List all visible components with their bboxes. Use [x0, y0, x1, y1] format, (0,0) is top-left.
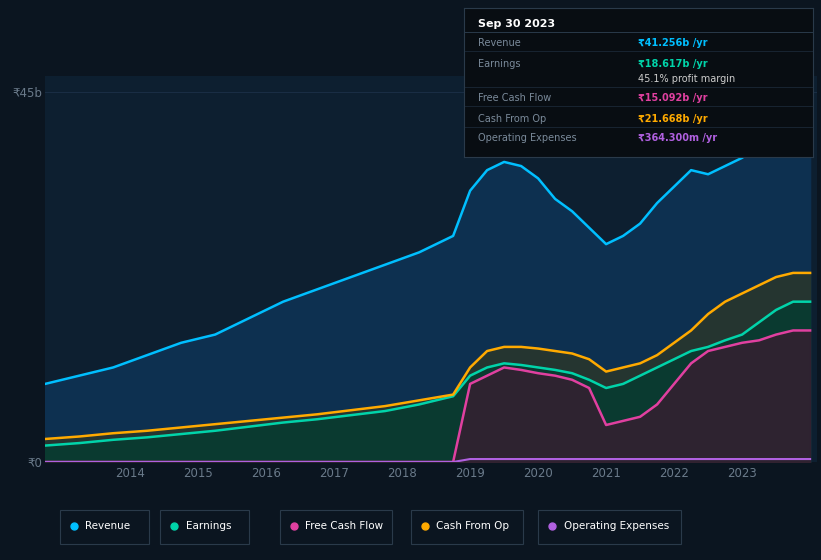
Text: ₹41.256b /yr: ₹41.256b /yr [639, 39, 708, 49]
Text: Earnings: Earnings [478, 59, 521, 69]
Text: Earnings: Earnings [186, 521, 232, 531]
Text: ₹15.092b /yr: ₹15.092b /yr [639, 94, 708, 104]
Text: Revenue: Revenue [478, 39, 521, 49]
Text: Operating Expenses: Operating Expenses [564, 521, 669, 531]
Text: 45.1% profit margin: 45.1% profit margin [639, 74, 736, 84]
Text: Cash From Op: Cash From Op [478, 114, 546, 124]
Text: Sep 30 2023: Sep 30 2023 [478, 19, 555, 29]
Text: ₹364.300m /yr: ₹364.300m /yr [639, 133, 718, 143]
Text: Free Cash Flow: Free Cash Flow [305, 521, 383, 531]
Text: ₹18.617b /yr: ₹18.617b /yr [639, 59, 708, 69]
Text: Operating Expenses: Operating Expenses [478, 133, 576, 143]
Text: Revenue: Revenue [85, 521, 131, 531]
Text: ₹21.668b /yr: ₹21.668b /yr [639, 114, 708, 124]
Text: Free Cash Flow: Free Cash Flow [478, 94, 551, 104]
Text: Cash From Op: Cash From Op [437, 521, 510, 531]
